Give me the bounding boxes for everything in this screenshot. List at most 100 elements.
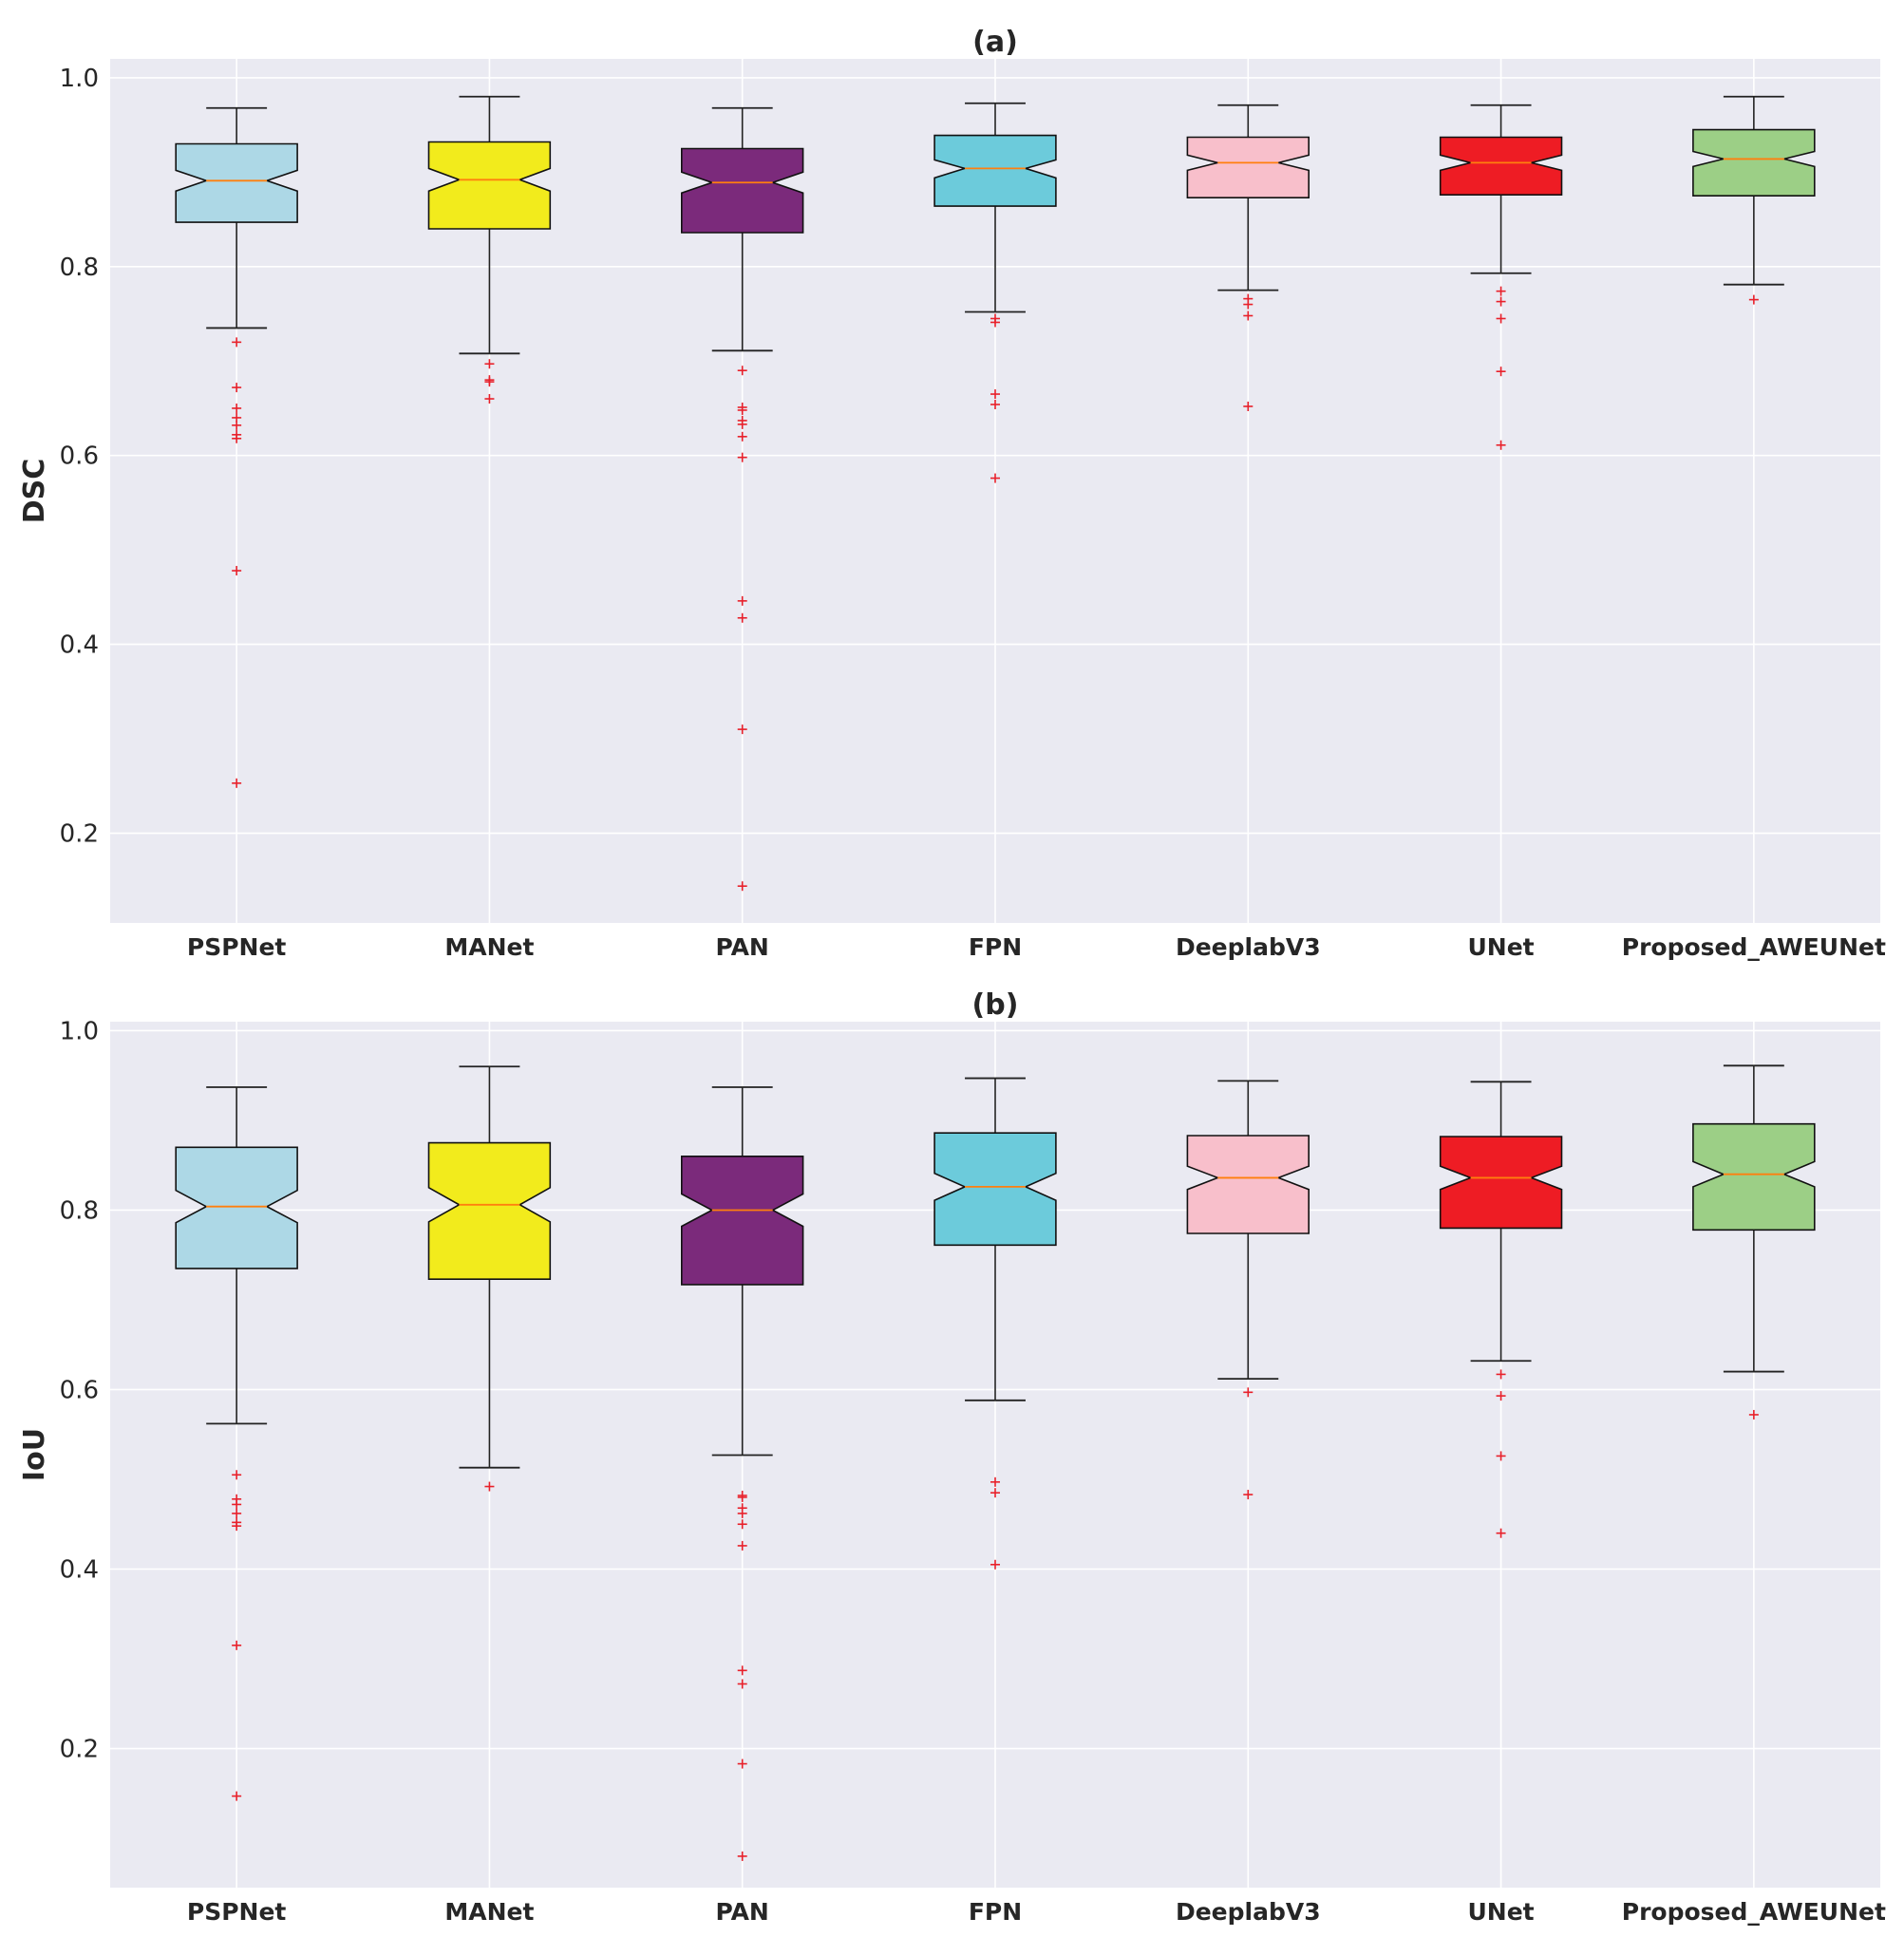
box-DeeplabV3: [1186, 1080, 1310, 1500]
outlier-marker: [990, 400, 1000, 409]
chart-title: (a): [972, 26, 1018, 59]
x-tick-label: Proposed_AWEUNet: [1622, 1898, 1886, 1926]
box-body: [427, 141, 552, 230]
box-body: [680, 1156, 804, 1286]
y-axis-label: DSC: [18, 459, 51, 524]
box-body: [1186, 1135, 1310, 1234]
y-tick-label: 0.6: [60, 1376, 99, 1404]
box-Proposed_AWEUNet: [1692, 95, 1816, 305]
outlier-marker: [737, 595, 747, 606]
outlier-marker: [737, 1679, 747, 1689]
outlier-marker: [737, 1519, 747, 1530]
box-body: [933, 134, 1057, 207]
outlier-marker: [1496, 367, 1506, 377]
box-PAN: [680, 106, 804, 892]
x-tick-label: UNet: [1468, 1898, 1535, 1926]
y-tick-label: 0.2: [60, 820, 99, 849]
box-PAN: [680, 1086, 804, 1861]
box-body: [680, 147, 804, 234]
outlier-marker: [232, 1640, 242, 1650]
chart-panel-0: 0.2 0.4 0.6 0.8 1.0 PSPNet MANet PAN FPN DeeplabV…: [18, 26, 1886, 961]
outlier-marker: [484, 1481, 495, 1492]
outlier-marker: [232, 1521, 242, 1532]
y-tick-label: 0.4: [60, 631, 99, 660]
x-tick-label: Proposed_AWEUNet: [1622, 933, 1886, 961]
outlier-marker: [1496, 1391, 1506, 1401]
outlier-marker: [737, 452, 747, 462]
outlier-marker: [232, 1499, 242, 1510]
outlier-marker: [1243, 1387, 1254, 1398]
x-tick-label: FPN: [969, 933, 1022, 961]
outlier-marker: [232, 778, 242, 788]
outlier-marker: [484, 394, 495, 404]
outlier-marker: [1496, 1528, 1506, 1538]
outlier-marker: [1496, 1369, 1506, 1380]
x-tick-label: PAN: [716, 933, 769, 961]
box-Proposed_AWEUNet: [1692, 1064, 1816, 1420]
y-axis-label: IoU: [18, 1428, 51, 1481]
box-PSPNet: [175, 1086, 298, 1801]
outlier-marker: [737, 404, 747, 415]
outlier-marker: [737, 612, 747, 623]
box-FPN: [933, 1077, 1057, 1570]
y-tick-label: 0.8: [60, 1196, 99, 1225]
outlier-marker: [232, 403, 242, 413]
outlier-marker: [990, 1559, 1000, 1570]
x-tick-label: PAN: [716, 1898, 769, 1926]
outlier-marker: [484, 359, 495, 369]
chart-panel-1: 0.2 0.4 0.6 0.8 1.0 PSPNet MANet PAN FPN DeeplabV…: [18, 988, 1886, 1926]
box-body: [1692, 1122, 1816, 1232]
outlier-marker: [1496, 440, 1506, 450]
outlier-marker: [990, 1488, 1000, 1498]
outlier-marker: [737, 724, 747, 735]
outlier-marker: [990, 389, 1000, 400]
outlier-marker: [737, 1758, 747, 1769]
outlier-marker: [737, 1851, 747, 1861]
box-UNet: [1439, 1081, 1563, 1538]
box-body: [175, 1146, 298, 1269]
outlier-marker: [1243, 310, 1254, 321]
y-tick-label: 0.8: [60, 254, 99, 282]
x-tick-label: PSPNet: [187, 1898, 287, 1926]
y-tick-label: 1.0: [60, 1017, 99, 1045]
outlier-marker: [1496, 1451, 1506, 1461]
outlier-marker: [990, 473, 1000, 483]
outlier-marker: [484, 377, 495, 387]
outlier-marker: [990, 317, 1000, 328]
y-tick-label: 0.4: [60, 1555, 99, 1584]
outlier-marker: [737, 1540, 747, 1551]
outlier-marker: [737, 1492, 747, 1502]
x-tick-label: DeeplabV3: [1176, 933, 1321, 961]
outlier-marker: [737, 366, 747, 376]
outlier-marker: [737, 431, 747, 442]
outlier-marker: [232, 1470, 242, 1480]
box-body: [1439, 1136, 1563, 1230]
outlier-marker: [1243, 401, 1254, 411]
x-tick-label: MANet: [444, 1898, 534, 1926]
box-body: [1186, 136, 1310, 198]
x-tick-label: PSPNet: [187, 933, 287, 961]
box-body: [933, 1132, 1057, 1247]
y-tick-label: 1.0: [60, 65, 99, 93]
outlier-marker: [737, 419, 747, 429]
box-body: [1439, 136, 1563, 196]
outlier-marker: [232, 337, 242, 348]
chart-title: (b): [972, 988, 1019, 1022]
outlier-marker: [990, 1476, 1000, 1487]
outlier-marker: [232, 1508, 242, 1518]
x-tick-label: DeeplabV3: [1176, 1898, 1321, 1926]
outlier-marker: [232, 420, 242, 430]
box-body: [175, 142, 298, 223]
box-PSPNet: [175, 106, 298, 788]
outlier-marker: [232, 566, 242, 576]
outlier-marker: [1243, 1490, 1254, 1500]
box-body: [427, 1141, 552, 1280]
y-tick-label: 0.2: [60, 1736, 99, 1764]
y-tick-label: 0.6: [60, 442, 99, 471]
outlier-marker: [1496, 313, 1506, 324]
outlier-marker: [1243, 299, 1254, 310]
outlier-marker: [737, 881, 747, 892]
outlier-marker: [1496, 296, 1506, 307]
box-UNet: [1439, 103, 1563, 450]
